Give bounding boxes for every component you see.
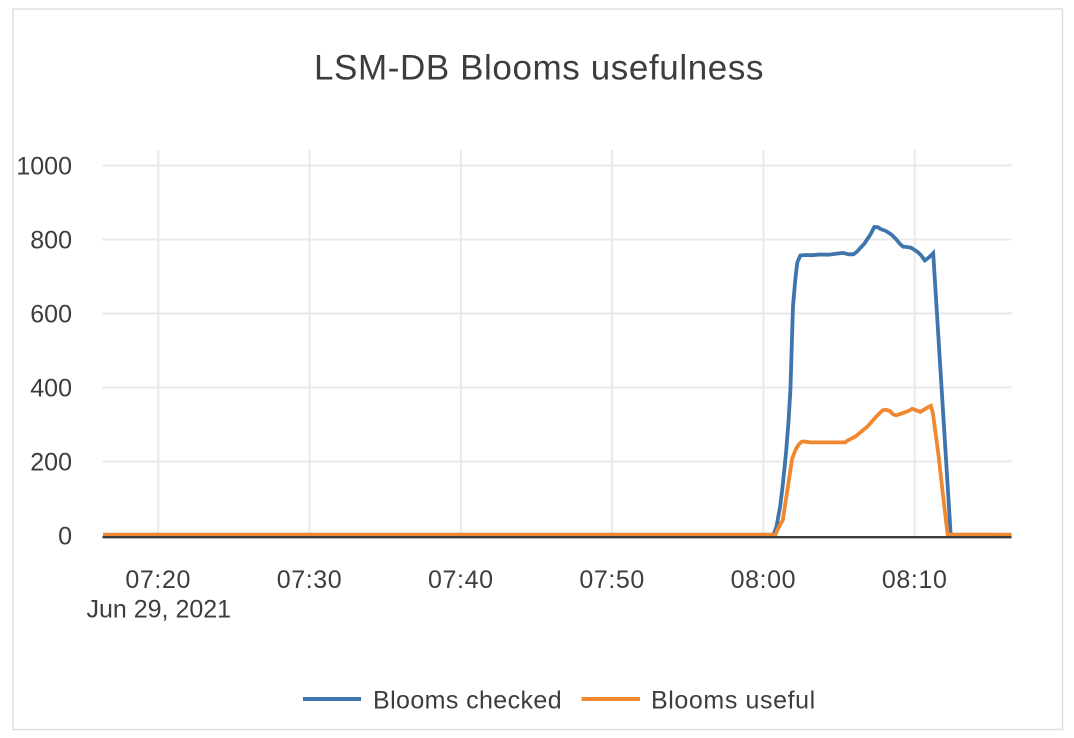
svg-text:08:00: 08:00 bbox=[731, 566, 797, 594]
svg-text:LSM-DB Blooms usefulness: LSM-DB Blooms usefulness bbox=[314, 49, 764, 88]
svg-text:1000: 1000 bbox=[16, 153, 72, 181]
svg-text:08:10: 08:10 bbox=[882, 566, 948, 594]
svg-text:200: 200 bbox=[30, 449, 72, 477]
svg-text:Blooms checked: Blooms checked bbox=[373, 686, 562, 714]
svg-text:600: 600 bbox=[30, 301, 72, 329]
svg-text:07:20: 07:20 bbox=[125, 566, 191, 594]
svg-text:Jun 29, 2021: Jun 29, 2021 bbox=[87, 596, 232, 624]
svg-text:07:40: 07:40 bbox=[428, 566, 494, 594]
svg-text:800: 800 bbox=[30, 227, 72, 255]
svg-text:400: 400 bbox=[30, 375, 72, 403]
svg-text:Blooms useful: Blooms useful bbox=[651, 686, 816, 714]
svg-text:07:50: 07:50 bbox=[579, 566, 645, 594]
svg-text:07:30: 07:30 bbox=[277, 566, 343, 594]
svg-text:0: 0 bbox=[58, 523, 72, 551]
